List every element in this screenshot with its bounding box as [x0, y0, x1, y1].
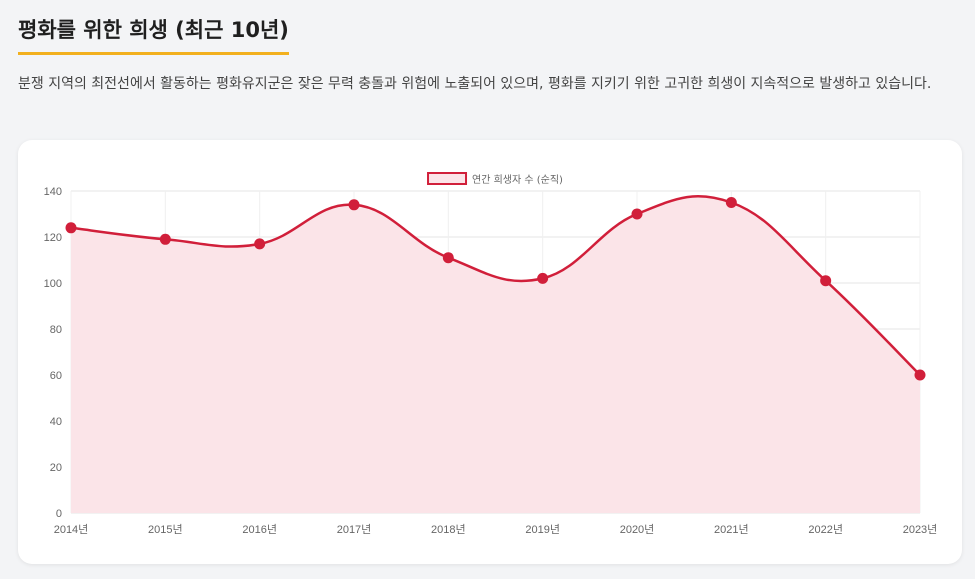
x-tick-label: 2022년 [808, 523, 843, 536]
x-tick-label: 2021년 [714, 523, 749, 536]
page-description: 분쟁 지역의 최전선에서 활동하는 평화유지군은 잦은 무력 충돌과 위험에 노… [18, 76, 932, 92]
legend-label: 연간 희생자 수 (순직) [472, 174, 563, 186]
data-point[interactable] [159, 233, 171, 245]
data-point[interactable] [348, 199, 360, 211]
x-tick-label: 2019년 [525, 523, 560, 536]
x-tick-label: 2014년 [54, 523, 89, 536]
x-tick-label: 2016년 [242, 523, 277, 536]
y-tick-label: 120 [44, 232, 62, 244]
chart-legend[interactable]: 연간 희생자 수 (순직) [427, 172, 563, 186]
line-layer [70, 194, 921, 376]
data-point[interactable] [65, 222, 77, 234]
data-point[interactable] [914, 369, 926, 381]
y-tick-label: 140 [44, 186, 62, 198]
data-point[interactable] [442, 252, 454, 264]
data-point[interactable] [725, 197, 737, 208]
y-tick-label: 40 [50, 416, 62, 428]
x-tick-label: 2015년 [148, 523, 183, 536]
data-point[interactable] [631, 208, 643, 220]
y-tick-label: 80 [50, 324, 62, 336]
y-tick-label: 20 [50, 462, 62, 474]
legend-swatch [427, 172, 468, 185]
series-area [71, 196, 920, 514]
x-tick-label: 2023년 [903, 523, 938, 536]
page-title: 평화를 위한 희생 (최근 10년) [18, 14, 289, 55]
x-tick-label: 2017년 [337, 523, 372, 536]
series-line [70, 194, 921, 376]
y-tick-label: 60 [50, 370, 62, 382]
y-tick-label: 0 [56, 508, 62, 520]
chart-card: 0 20 40 60 80 100 120 140 2014년 2015년 2016년 2017년 20… [18, 140, 962, 564]
point-layer [65, 197, 926, 381]
x-tick-label: 2018년 [431, 523, 466, 536]
area-layer [71, 196, 920, 514]
data-point[interactable] [254, 238, 266, 250]
line-chart: 0 20 40 60 80 100 120 140 2014년 2015년 2016년 2017년 20… [44, 172, 938, 536]
data-point[interactable] [537, 272, 549, 284]
y-tick-label: 100 [44, 278, 62, 290]
x-tick-label: 2020년 [620, 523, 655, 536]
axis-layer: 0 20 40 60 80 100 120 140 2014년 2015년 2016년 2017년 20… [44, 186, 938, 536]
data-point[interactable] [820, 275, 832, 287]
